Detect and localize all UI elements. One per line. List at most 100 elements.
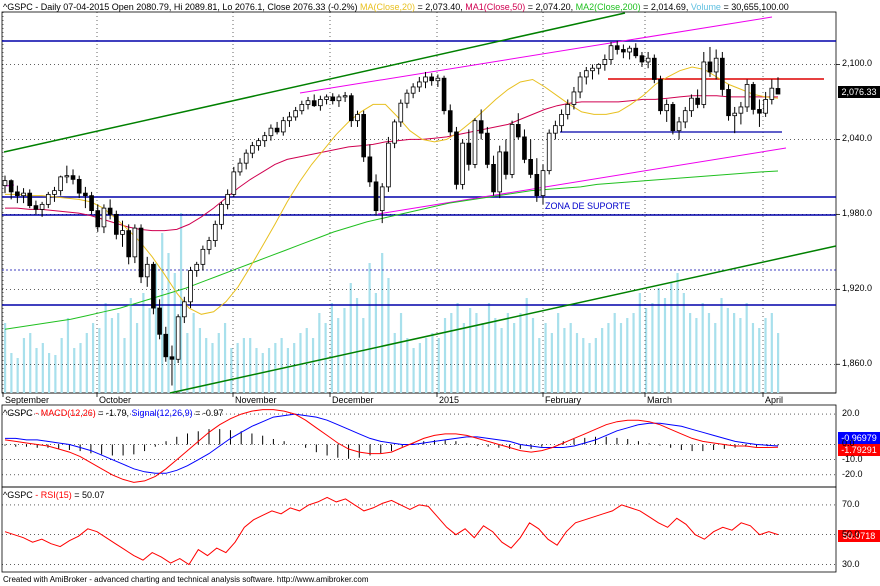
volume-bar [60, 338, 63, 393]
candle-body [744, 84, 750, 108]
candle-body [664, 104, 670, 112]
price-y-tick-label: 1,920.0 [842, 283, 873, 294]
candle-body [280, 120, 286, 133]
candle-body [590, 67, 595, 72]
candle-body [262, 135, 268, 142]
candle-body [95, 210, 101, 228]
candle-body [670, 104, 676, 132]
candle-body [188, 270, 193, 303]
volume-bar [368, 263, 371, 393]
candle-body [565, 104, 571, 115]
candle-body [101, 207, 107, 228]
volume-bar [22, 338, 26, 393]
candle-body [243, 152, 249, 164]
candle-body [324, 96, 329, 100]
volume-bar [54, 355, 57, 393]
volume-bar [318, 313, 321, 393]
candle-body [299, 104, 305, 112]
volume-bar [381, 253, 384, 393]
volume-bar [651, 303, 654, 393]
volume-bar [475, 313, 478, 393]
volume-bar [513, 323, 516, 393]
candle-body [169, 356, 175, 360]
volume-bar [550, 333, 553, 393]
support-zone-label: ZONA DE SUPORTE [545, 201, 631, 211]
volume-bar [582, 338, 585, 393]
candle-body [417, 81, 422, 88]
volume-bar [575, 333, 579, 393]
volume-bar [443, 318, 447, 393]
last-price-box: 2,076.33 [838, 86, 880, 98]
volume-bar [135, 323, 139, 393]
volume-bar [437, 338, 440, 393]
volume-bar [425, 338, 428, 393]
candle-body [157, 307, 162, 335]
volume-bar [16, 358, 19, 393]
volume-bar [393, 333, 396, 393]
candle-body [45, 193, 51, 205]
x-tick-label: April [765, 395, 784, 405]
volume-bar [129, 298, 132, 393]
volume-bar [154, 263, 158, 393]
volume-bar [255, 348, 258, 393]
candle-body [107, 207, 113, 215]
volume-bar [506, 313, 509, 393]
candle-body [485, 132, 490, 165]
candle-body [348, 95, 354, 122]
volume-bar [601, 328, 604, 393]
volume-bar [607, 323, 610, 393]
volume-bar [701, 303, 704, 393]
candle-body [219, 203, 224, 225]
volume-bar [85, 333, 88, 393]
volume-bar [626, 318, 629, 393]
volume-bar [500, 328, 503, 393]
candle-body [447, 110, 453, 133]
x-tick-label: December [332, 395, 374, 405]
candle-body [361, 114, 366, 158]
x-tick-label: November [235, 395, 277, 405]
volume-bar [594, 338, 597, 393]
candle-body [64, 175, 70, 178]
volume-bar [399, 313, 403, 393]
volume-bar [374, 293, 377, 393]
volume-bar [387, 278, 390, 393]
macd-y-tick-label: -20.0 [842, 468, 863, 479]
volume-bar [192, 313, 195, 393]
volume-bar [161, 233, 164, 393]
volume-bar [186, 333, 189, 393]
candle-body [138, 227, 144, 278]
volume-bar [305, 328, 308, 393]
volume-bar [745, 303, 748, 393]
candle-body [763, 99, 768, 114]
candle-body [293, 110, 298, 118]
candle-body [410, 86, 416, 94]
volume-bar [98, 328, 101, 393]
candle-body [497, 151, 503, 193]
volume-bar [311, 338, 315, 393]
candle-body [596, 64, 601, 69]
macd-value-box: -0.96979 [838, 432, 880, 444]
candle-body [515, 124, 521, 138]
volume-bar [670, 283, 673, 393]
volume-bar [645, 308, 648, 393]
candle-body [540, 170, 546, 197]
rsi-y-tick-label: 70.0 [842, 498, 860, 509]
candle-body [478, 120, 484, 134]
volume-bar [663, 298, 667, 393]
signal-line [5, 413, 779, 474]
candle-body [144, 263, 150, 278]
volume-bar [4, 323, 7, 393]
ma200-line [4, 170, 779, 330]
candle-body [738, 106, 744, 114]
x-tick-label: March [647, 395, 673, 405]
volume-bar [563, 328, 566, 393]
volume-bar [343, 308, 346, 393]
candle-body [83, 192, 88, 197]
volume-bar [619, 323, 623, 393]
candle-body [175, 316, 181, 360]
candle-body [231, 171, 237, 195]
volume-bar [123, 338, 126, 393]
candle-body [454, 131, 459, 185]
volume-bar [406, 338, 409, 393]
